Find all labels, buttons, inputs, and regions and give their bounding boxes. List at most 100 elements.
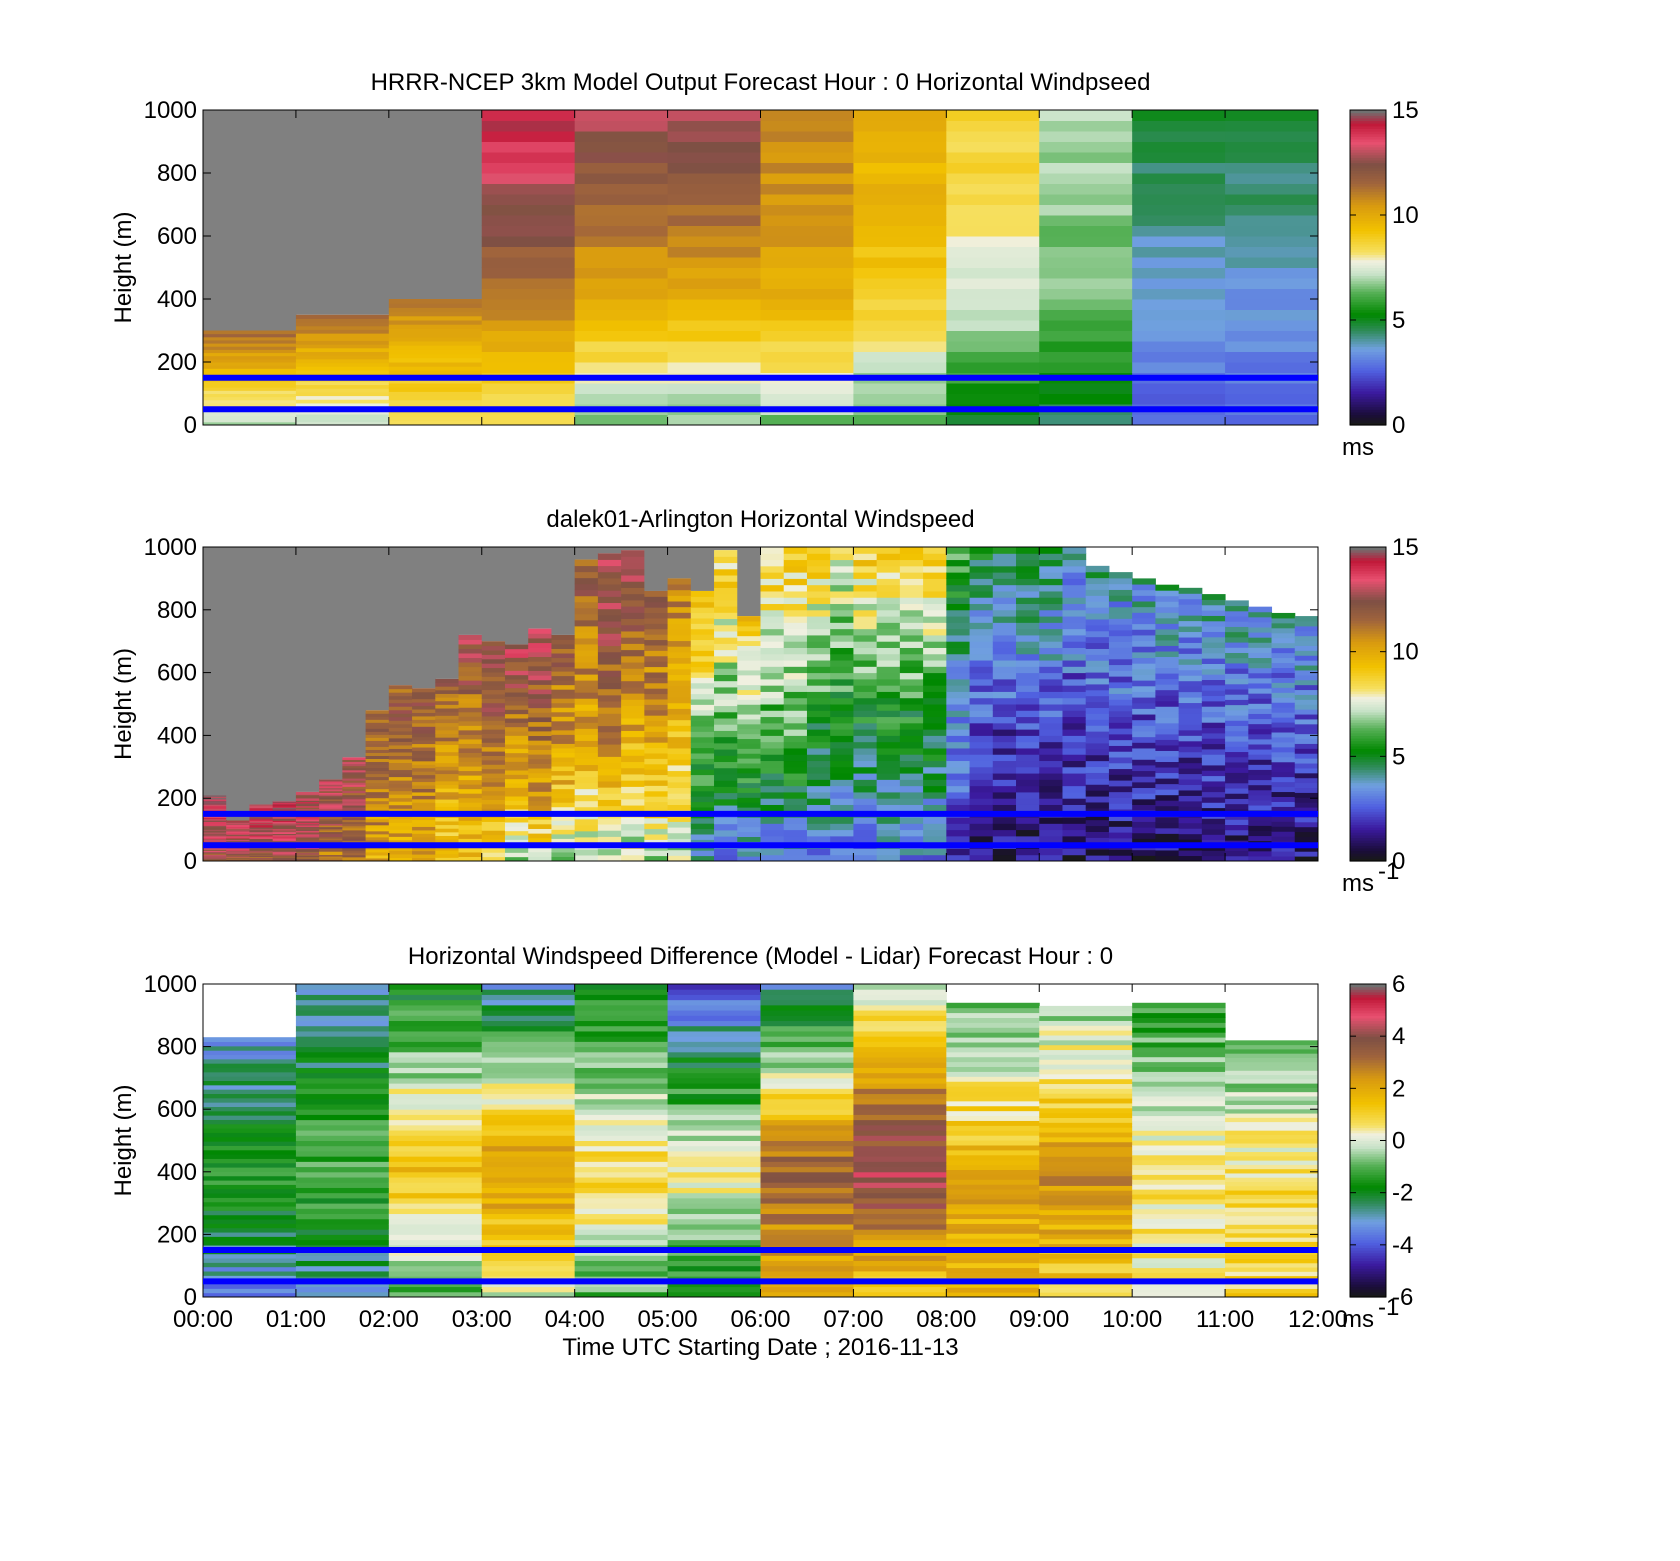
heatmap-cell xyxy=(946,704,971,711)
heatmap-cell xyxy=(946,309,1040,321)
heatmap-cell xyxy=(295,1098,390,1105)
colorbar-segment xyxy=(1350,291,1386,295)
heatmap-cell xyxy=(1085,613,1110,620)
heatmap-cell xyxy=(1016,829,1040,837)
colorbar-segment xyxy=(1350,1132,1386,1136)
heatmap-cell xyxy=(690,596,715,603)
heatmap-cell xyxy=(1016,685,1040,692)
heatmap-cell xyxy=(667,194,761,205)
heatmap-cell xyxy=(644,763,669,770)
heatmap-cell xyxy=(946,1022,1040,1028)
heatmap-cell xyxy=(667,634,692,642)
heatmap-cell xyxy=(806,597,831,605)
heatmap-cell xyxy=(1108,855,1133,862)
heatmap-cell xyxy=(969,741,994,749)
heatmap-cell xyxy=(1178,828,1203,835)
heatmap-cell xyxy=(667,1234,761,1241)
heatmap-cell xyxy=(1201,658,1226,664)
colorbar-tick-label: 4 xyxy=(1392,1023,1405,1050)
heatmap-cell xyxy=(1201,642,1226,648)
heatmap-cell xyxy=(1039,1267,1133,1274)
heatmap-cell xyxy=(295,1150,390,1157)
heatmap-cell xyxy=(946,1125,1040,1131)
heatmap-cell xyxy=(295,831,320,834)
heatmap-cell xyxy=(574,1036,669,1042)
heatmap-cell xyxy=(504,718,529,723)
heatmap-cell xyxy=(876,773,901,780)
heatmap-cell xyxy=(760,141,854,153)
heatmap-cell xyxy=(481,742,506,748)
heatmap-cell xyxy=(992,559,1017,567)
heatmap-cell xyxy=(853,141,947,153)
heatmap-cell xyxy=(435,755,460,760)
heatmap-cell xyxy=(1271,677,1296,683)
heatmap-cell xyxy=(295,366,390,371)
heatmap-cell xyxy=(1108,572,1133,579)
heatmap-cell xyxy=(806,691,831,699)
heatmap-cell xyxy=(1178,636,1203,643)
heatmap-cell xyxy=(783,848,808,856)
heatmap-cell xyxy=(1294,851,1319,857)
heatmap-cell xyxy=(319,826,343,829)
heatmap-cell xyxy=(1271,672,1296,678)
heatmap-cell xyxy=(667,183,761,195)
colorbar-segment xyxy=(1350,183,1386,187)
heatmap-cell xyxy=(1178,598,1203,605)
heatmap-cell xyxy=(481,1286,576,1293)
heatmap-cell xyxy=(714,699,738,707)
heatmap-cell xyxy=(853,1098,947,1105)
heatmap-cell xyxy=(1062,854,1087,862)
heatmap-cell xyxy=(1225,694,1249,700)
heatmap-cell xyxy=(760,1057,854,1063)
heatmap-cell xyxy=(1062,647,1087,655)
heatmap-cell xyxy=(481,689,506,695)
heatmap-cell xyxy=(1178,822,1203,829)
heatmap-cell xyxy=(1225,683,1249,690)
heatmap-cell xyxy=(1039,1175,1133,1182)
heatmap-cell xyxy=(992,578,1017,586)
heatmap-cell xyxy=(760,641,785,648)
heatmap-cell xyxy=(528,754,552,760)
heatmap-cell xyxy=(388,1270,483,1277)
heatmap-cell xyxy=(435,711,460,716)
heatmap-cell xyxy=(365,803,390,808)
heatmap-cell xyxy=(737,856,761,862)
heatmap-cell xyxy=(1294,723,1319,730)
heatmap-cell xyxy=(1039,257,1133,268)
heatmap-cell xyxy=(551,639,576,645)
heatmap-cell xyxy=(1248,835,1273,842)
heatmap-cell xyxy=(272,837,297,839)
heatmap-cell xyxy=(1039,647,1063,655)
heatmap-cell xyxy=(1225,636,1249,643)
heatmap-cell xyxy=(667,236,761,247)
heatmap-cell xyxy=(737,679,761,686)
heatmap-cell xyxy=(1085,748,1110,756)
heatmap-cell xyxy=(365,743,390,747)
heatmap-cell xyxy=(504,648,529,654)
heatmap-cell xyxy=(1294,816,1319,823)
heatmap-cell xyxy=(272,840,297,843)
heatmap-cell xyxy=(481,1098,576,1105)
colorbar-segment xyxy=(1350,267,1386,271)
heatmap-cell xyxy=(1225,341,1319,352)
heatmap-cell xyxy=(760,735,785,743)
heatmap-cell xyxy=(1225,616,1249,622)
heatmap-cell xyxy=(1039,1039,1133,1046)
heatmap-cell xyxy=(946,1149,1040,1156)
heatmap-cell xyxy=(1039,162,1133,174)
heatmap-cell xyxy=(388,688,413,693)
heatmap-cell xyxy=(203,1076,297,1082)
heatmap-cell xyxy=(1132,414,1226,426)
heatmap-cell xyxy=(1039,1049,1133,1055)
heatmap-cell xyxy=(667,601,692,608)
colorbar-segment xyxy=(1350,194,1386,198)
heatmap-cell xyxy=(737,674,761,681)
heatmap-cell xyxy=(528,726,552,732)
heatmap-cell xyxy=(1132,584,1156,591)
heatmap-cell xyxy=(203,855,227,858)
heatmap-cell xyxy=(1016,710,1040,718)
colorbar-segment xyxy=(1350,633,1386,637)
heatmap-cell xyxy=(504,709,529,715)
heatmap-cell xyxy=(295,1208,390,1215)
heatmap-cell xyxy=(853,779,878,787)
